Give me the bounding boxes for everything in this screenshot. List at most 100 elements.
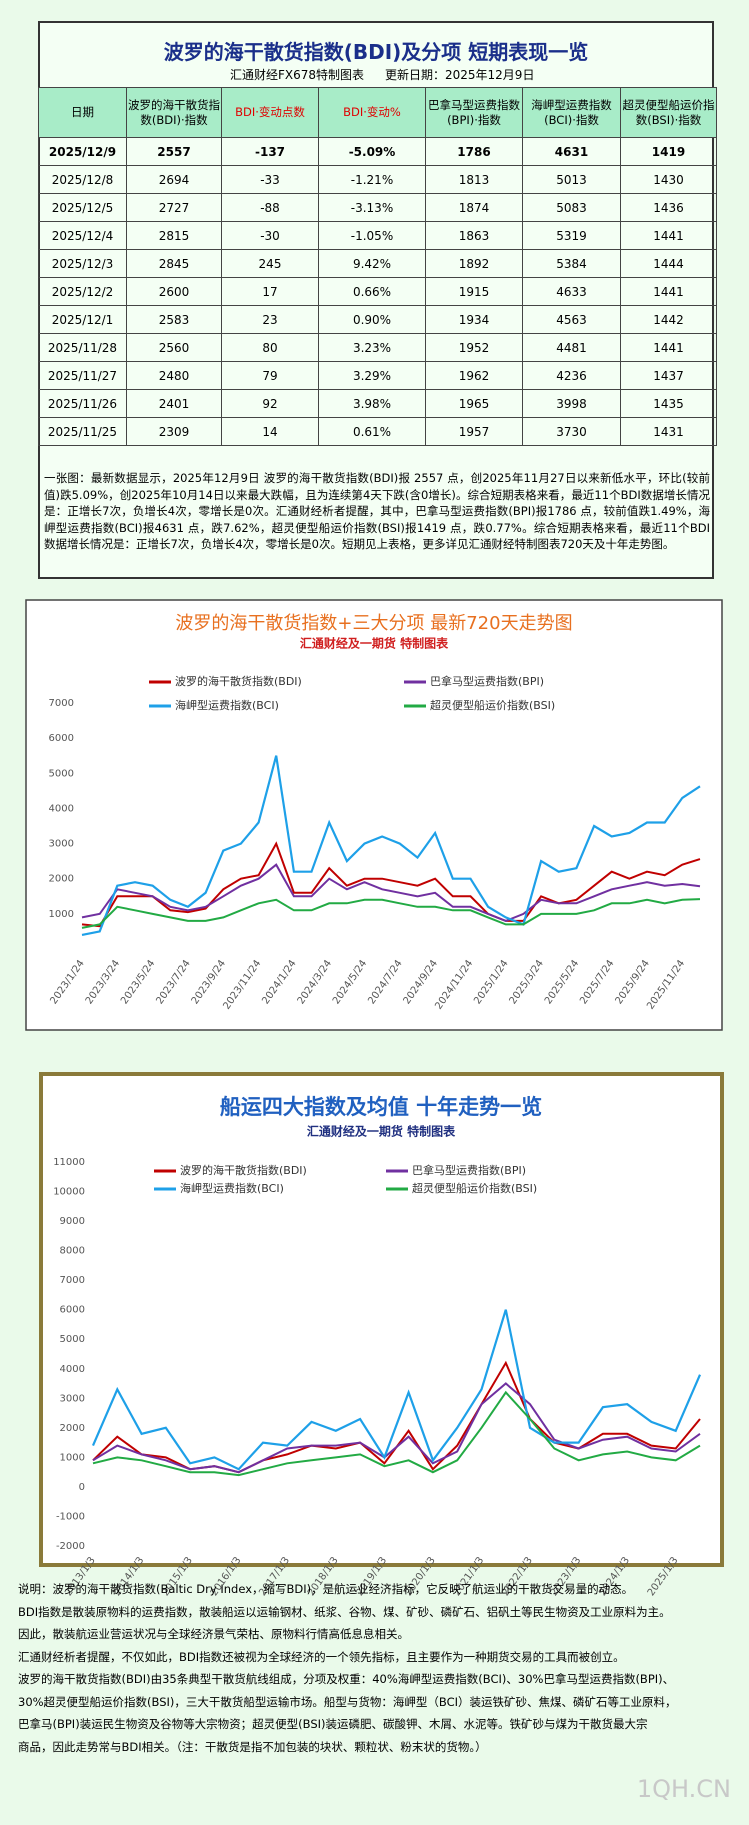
table-cell: 1934 <box>425 305 523 334</box>
note-line: 因此，散装航运业营运状况与全球经济景气荣枯、原物料行情高低息息相关。 <box>18 1627 409 1641</box>
table-cell: 1430 <box>620 165 717 194</box>
table-cell: 4563 <box>522 305 621 334</box>
table-cell: 0.61% <box>318 417 426 446</box>
y-tick-label: 8000 <box>60 1246 85 1257</box>
table-cell: 2025/12/1 <box>38 305 127 334</box>
note-line: 巴拿马(BPI)装运民生物资及谷物等大宗物资；超灵便型(BSI)装运磷肥、碳酸钾… <box>18 1717 648 1731</box>
legend-label: 巴拿马型运费指数(BPI) <box>430 674 544 688</box>
y-tick-label: 1000 <box>60 1452 85 1463</box>
table-cell: 1436 <box>620 193 717 222</box>
table-cell: 2025/11/28 <box>38 333 127 362</box>
series-line <box>81 755 701 936</box>
y-tick-label: 4000 <box>49 803 74 814</box>
table-cell: 1915 <box>425 277 523 306</box>
chart-frame <box>25 599 723 1031</box>
y-tick-label: 7000 <box>60 1275 85 1286</box>
table-cell: 1874 <box>425 193 523 222</box>
table-cell: 2025/11/25 <box>38 417 127 446</box>
table-cell: 2557 <box>126 137 222 166</box>
legend-label: 巴拿马型运费指数(BPI) <box>412 1163 526 1177</box>
header-cell: 日期 <box>38 87 127 138</box>
table-cell: 1786 <box>425 137 523 166</box>
y-tick-label: 2000 <box>49 874 74 885</box>
chart-subtitle: 汇通财经及一期货 特制图表 <box>307 1124 456 1139</box>
page-title: 波罗的海干散货指数(BDI)及分项 短期表现一览 <box>163 40 589 64</box>
table-cell: 4633 <box>522 277 621 306</box>
y-tick-label: 9000 <box>60 1216 85 1227</box>
y-tick-label: 5000 <box>60 1334 85 1345</box>
table-cell: 2845 <box>126 249 222 278</box>
y-tick-label: 2000 <box>60 1423 85 1434</box>
table-row: 2025/12/5 2727 -88 -3.13% 1874 5083 1436 <box>38 193 717 222</box>
table-cell: 2600 <box>126 277 222 306</box>
y-tick-label: 5000 <box>49 768 74 779</box>
table-cell: 1962 <box>425 361 523 390</box>
table-row: 2025/12/3 2845 245 9.42% 1892 5384 1444 <box>38 249 717 278</box>
y-tick-label: 1000 <box>49 909 74 920</box>
y-tick-label: 6000 <box>49 733 74 744</box>
y-tick-label: 3000 <box>49 839 74 850</box>
table-cell: 4236 <box>522 361 621 390</box>
summary-text: 一张图：最新数据显示，2025年12月9日 波罗的海干散货指数(BDI)报 25… <box>44 471 710 551</box>
y-tick-label: 7000 <box>49 698 74 709</box>
update-date: 更新日期：2025年12月9日 <box>385 68 535 82</box>
table-cell: 3.98% <box>318 389 426 418</box>
table-cell: 4631 <box>522 137 621 166</box>
chart-frame <box>39 1072 724 1567</box>
note-line: 30%超灵便型船运价指数(BSI)，三大干散货船型运输市场。船型与货物：海岬型（… <box>18 1694 677 1709</box>
table-cell: 2401 <box>126 389 222 418</box>
header-row: 日期 波罗的海干散货指数(BDI)·指数 BDI·变动点数 BDI·变动% 巴拿马型运费… <box>38 87 717 138</box>
table-cell: 5384 <box>522 249 621 278</box>
header-cell: 巴拿马型运费指数(BPI)·指数 <box>425 87 523 138</box>
y-tick-label: 10000 <box>53 1187 85 1198</box>
table-row: 2025/11/25 2309 14 0.61% 1957 3730 1431 <box>38 417 717 446</box>
y-tick-label: 11000 <box>53 1157 85 1168</box>
table-cell: -88 <box>221 193 319 222</box>
header-cell: BDI·变动点数 <box>221 87 319 138</box>
table-row: 2025/11/28 2560 80 3.23% 1952 4481 1441 <box>38 333 717 362</box>
y-tick-label: 4000 <box>60 1364 85 1375</box>
y-tick-label: -1000 <box>56 1511 85 1522</box>
table-cell: 2560 <box>126 333 222 362</box>
series-line <box>92 1390 701 1477</box>
table-cell: 2025/12/4 <box>38 221 127 250</box>
series-line <box>81 841 701 928</box>
table-cell: 1444 <box>620 249 717 278</box>
table-cell: 2025/12/9 <box>38 137 127 166</box>
table-cell: -33 <box>221 165 319 194</box>
source: 汇通财经FX678特制图表 <box>230 68 365 82</box>
legend-label: 波罗的海干散货指数(BDI) <box>175 674 302 688</box>
chart-title: 船运四大指数及均值 十年走势一览 <box>220 1095 542 1119</box>
header-cell: BDI·变动% <box>318 87 426 138</box>
header-cell: 波罗的海干散货指数(BDI)·指数 <box>126 87 222 138</box>
legend-label: 波罗的海干散货指数(BDI) <box>180 1163 307 1177</box>
legend-label: 超灵便型船运价指数(BSI) <box>430 698 555 712</box>
y-tick-label: 0 <box>79 1482 85 1493</box>
y-tick-label: -2000 <box>56 1541 85 1552</box>
watermark: 1QH.CN <box>636 1775 731 1803</box>
note-line: 商品，因此走势常与BDI相关。（注：干散货是指不加包装的块状、颗粒状、粉末状的货… <box>18 1739 487 1754</box>
header-cell: 超灵便型船运价指数(BSI)·指数 <box>620 87 717 138</box>
chart-subtitle: 汇通财经及一期货 特制图表 <box>300 636 449 651</box>
table-cell: 1441 <box>620 333 717 362</box>
legend-label: 海岬型运费指数(BCI) <box>180 1181 284 1195</box>
table-cell: 0.66% <box>318 277 426 306</box>
legend-label: 海岬型运费指数(BCI) <box>175 698 279 712</box>
table-row: 2025/12/1 2583 23 0.90% 1934 4563 1442 <box>38 305 717 334</box>
note-line: 波罗的海干散货指数(BDI)由35条典型干散货航线组成，分项及权重：40%海岬型… <box>18 1672 675 1686</box>
table-row: 2025/11/26 2401 92 3.98% 1965 3998 1435 <box>38 389 717 418</box>
table-cell: 3998 <box>522 389 621 418</box>
header-cell: 海岬型运费指数(BCI)·指数 <box>522 87 621 138</box>
table-cell: 3730 <box>522 417 621 446</box>
table-cell: -30 <box>221 221 319 250</box>
table-cell: 5319 <box>522 221 621 250</box>
note-line: 汇通财经析者提醒，不仅如此，BDI指数还被视为全球经济的一个领先指标，且主要作为… <box>18 1649 625 1664</box>
series-line <box>92 1382 701 1474</box>
table-cell: 1957 <box>425 417 523 446</box>
table-row: 2025/12/2 2600 17 0.66% 1915 4633 1441 <box>38 277 717 306</box>
table-row: 2025/12/9 2557 -137 -5.09% 1786 4631 1419 <box>38 137 717 166</box>
note-line: BDI指数是散装原物料的运费指数，散装船运以运输钢材、纸浆、谷物、煤、矿砂、磷矿… <box>18 1604 671 1619</box>
table-cell: 17 <box>221 277 319 306</box>
